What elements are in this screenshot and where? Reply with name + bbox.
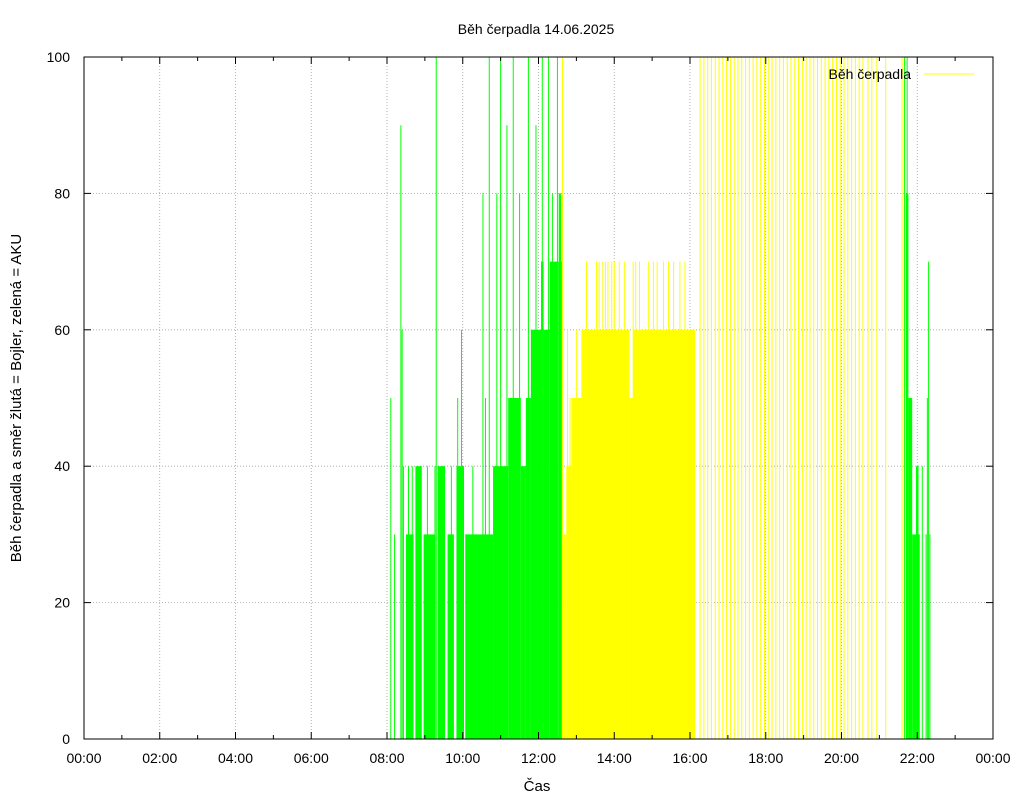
legend-label: Běh čerpadla [828,66,911,82]
x-tick-label: 18:00 [748,750,783,766]
series-yellow [561,57,903,739]
chart-title: Běh čerpadla 14.06.2025 [458,21,615,37]
run-block [447,534,454,739]
run-block [508,398,521,739]
series-layer [390,57,931,739]
run-block [562,534,567,739]
run-block [456,466,465,739]
run-block [549,261,559,739]
legend: Běh čerpadla [828,66,974,82]
run-block [543,329,550,739]
y-tick-label: 0 [62,731,70,747]
y-tick-label: 40 [54,458,70,474]
x-axis-title: Čas [524,778,551,795]
x-tick-label: 12:00 [521,750,556,766]
run-block [437,466,446,739]
run-block [602,329,630,739]
y-tick-label: 20 [54,595,70,611]
x-tick-label: 08:00 [369,750,404,766]
x-tick-label: 02:00 [142,750,177,766]
x-tick-label: 00:00 [66,750,101,766]
x-tick-label: 14:00 [597,750,632,766]
x-tick-label: 00:00 [975,750,1010,766]
y-axis-title: Běh čerpadla a směr žlutá = Bojler, zele… [8,234,25,563]
run-block [405,534,414,739]
run-block [581,329,603,739]
run-block [465,534,494,739]
y-tick-label: 60 [54,322,70,338]
run-block [520,466,526,739]
axis-ticks [83,56,994,740]
x-tick-label: 04:00 [218,750,253,766]
run-block [561,261,563,739]
run-block [912,534,916,739]
run-block [655,329,696,739]
run-block [908,398,913,739]
x-tick-label: 22:00 [900,750,935,766]
y-tick-label: 80 [54,185,70,201]
run-block [423,534,435,739]
run-block [633,329,656,739]
run-block [566,466,572,739]
x-tick-label: 06:00 [294,750,329,766]
x-tick-label: 10:00 [445,750,480,766]
y-tick-label: 100 [47,49,71,65]
run-block [629,398,634,739]
x-tick-label: 20:00 [824,750,859,766]
axis-tick-labels: 00:00 02:00 04:00 06:00 08:00 10:00 12:00 14:00… [47,49,1011,766]
run-block [558,193,562,739]
run-block [415,466,422,739]
x-tick-label: 16:00 [672,750,707,766]
run-block [917,534,920,739]
series-green [390,57,931,739]
